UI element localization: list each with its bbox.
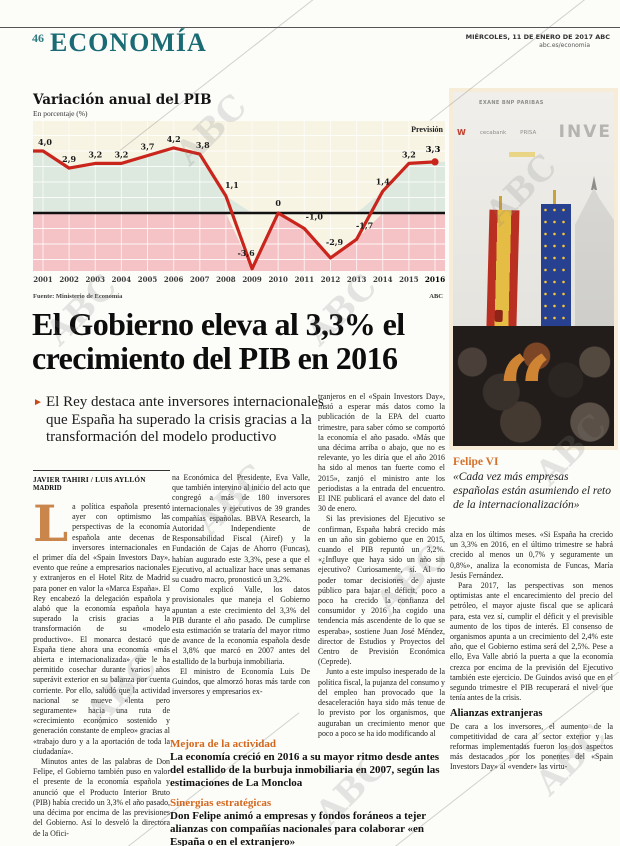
byline-city: MADRID xyxy=(33,485,62,492)
event-photo: EXANE BNP PARIBAS INVE W cecabank PRISA … xyxy=(453,92,614,446)
negative-area xyxy=(33,213,445,271)
value-label: 1,4 xyxy=(376,176,390,186)
paragraph: tranjeros en el «Spain Investors Day», i… xyxy=(318,392,445,514)
quote-attribution: Felipe VI xyxy=(453,456,499,468)
chart-plot-area: 4,0 2,9 3,2 3,2 3,7 4,2 3,8 1,1 -3,6 0 -1,0 -2,9 -1,… xyxy=(31,121,445,271)
value-label: 3,7 xyxy=(141,142,155,152)
paragraph: alza en los últimos meses. «Si España ha… xyxy=(450,530,613,580)
value-label: 2,9 xyxy=(62,154,76,164)
year-label: 2005 xyxy=(137,275,158,284)
year-label: 2009 xyxy=(242,275,262,284)
body-column-2: na Económica del Presidente, Eva Valle, … xyxy=(172,473,310,697)
backdrop-text-investors: INVE xyxy=(558,122,612,142)
paragraph: El ministro de Economía Luis De Guindos,… xyxy=(172,666,310,697)
paragraph: Si las previsiones del Ejecutivo se conf… xyxy=(318,514,445,667)
sponsor-logo-w: W xyxy=(457,128,466,137)
year-label: 2001 xyxy=(33,275,53,284)
paragraph: De cara a los inversores, el aumento de … xyxy=(450,721,613,772)
value-label: 1,1 xyxy=(225,180,239,190)
paragraph: Minutos antes de las palabras de Don Fel… xyxy=(33,757,170,838)
chart-x-axis: 2001 2002 2003 2004 2005 2006 2007 2008 2009 2010… xyxy=(33,275,445,285)
quote-text: «Cada vez más empresas españolas están a… xyxy=(453,471,612,512)
header-rule xyxy=(0,27,620,28)
pib-line-chart: 4,0 2,9 3,2 3,2 3,7 4,2 3,8 1,1 -3,6 0 -1,0 -2,9 -1,… xyxy=(31,121,445,271)
dateline: MIÉRCOLES, 11 DE ENERO DE 2017 ABC xyxy=(465,33,610,41)
value-label: -2,9 xyxy=(326,237,344,247)
value-label: 3,3 xyxy=(426,145,441,155)
value-label: -3,6 xyxy=(237,248,255,258)
photo-frame: EXANE BNP PARIBAS INVE W cecabank PRISA … xyxy=(449,88,618,450)
series-end-dot xyxy=(431,158,439,166)
prevision-label: Previsión xyxy=(411,125,443,134)
page-number: 46 xyxy=(32,31,44,45)
year-label: 2016 xyxy=(424,275,446,284)
highlight-box: Mejora de la actividad La economía creci… xyxy=(170,738,448,846)
value-label: 3,2 xyxy=(88,149,102,159)
value-label: -1,0 xyxy=(306,212,324,222)
body-column-4: alza en los últimos meses. «Si España ha… xyxy=(450,530,613,773)
value-label: 3,2 xyxy=(402,149,416,159)
sponsor-logo-cecabank: cecabank xyxy=(479,129,507,136)
value-label: 3,8 xyxy=(196,140,210,150)
highlight-title-1: Mejora de la actividad xyxy=(170,738,277,750)
value-label: 0 xyxy=(275,198,281,208)
paragraph: na Económica del Presidente, Eva Valle, … xyxy=(172,473,310,585)
sponsor-logo-exane: EXANE BNP PARIBAS xyxy=(479,100,544,106)
year-label: 2008 xyxy=(216,275,236,284)
audience-silhouettes xyxy=(453,326,614,446)
pull-quote: Felipe VI «Cada vez más empresas español… xyxy=(453,456,613,512)
section-title: ECONOMÍA xyxy=(50,28,207,57)
positive-area xyxy=(33,147,445,213)
year-label: 2010 xyxy=(268,275,288,284)
headline: El Gobierno eleva al 3,3% el crecimiento… xyxy=(32,306,405,376)
column-subhead: Alianzas extranjeras xyxy=(450,708,543,720)
paragraph: Para 2017, las perspectivas son menos op… xyxy=(450,581,613,703)
flagpole-finial xyxy=(591,176,597,190)
highlight-text-2: Don Felipe animó a empresas y fondos for… xyxy=(170,809,426,846)
backdrop-logo-bar xyxy=(509,152,535,157)
highlight-title-2: Sinergias estratégicas xyxy=(170,796,272,809)
paragraph: Junto a este impulso inesperado de la po… xyxy=(318,667,445,738)
standfirst-text: El Rey destaca ante inversores internaci… xyxy=(46,394,324,446)
standfirst: ► El Rey destaca ante inversores interna… xyxy=(33,394,328,447)
value-label: 4,2 xyxy=(167,134,181,144)
bullet-icon: ► xyxy=(33,397,43,408)
chart-source: Fuente: Ministerio de Economía xyxy=(33,293,123,300)
year-label: 2015 xyxy=(399,275,419,284)
value-label: 4,0 xyxy=(38,137,52,147)
year-label: 2003 xyxy=(85,275,105,284)
sponsor-logo-prisa: PRISA xyxy=(520,129,537,136)
year-label: 2007 xyxy=(190,275,210,284)
byline-authors: JAVIER TAHIRI / LUIS AYLLÓN xyxy=(33,476,146,484)
flagpole-eu xyxy=(553,190,556,204)
chart-subtitle: En porcentaje (%) xyxy=(33,109,88,118)
pib-chart: Variación anual del PIB En porcentaje (%… xyxy=(31,92,445,307)
body-column-3: tranjeros en el «Spain Investors Day», i… xyxy=(318,392,445,739)
pib-series-line xyxy=(31,146,437,271)
flagpole-spain xyxy=(499,196,502,210)
site-url: abc.es/economia xyxy=(539,42,590,49)
year-label: 2002 xyxy=(59,275,79,284)
year-label: 2011 xyxy=(294,275,315,284)
chart-title: Variación anual del PIB xyxy=(33,92,212,108)
highlight-text-1: La economía creció en 2016 a su mayor ri… xyxy=(170,751,440,790)
year-label: 2013 xyxy=(346,275,367,284)
paragraph: Como explicó Valle, los datos provisiona… xyxy=(172,585,310,666)
value-label: -1,7 xyxy=(356,220,373,230)
year-label: 2012 xyxy=(320,275,341,284)
year-label: 2006 xyxy=(163,275,184,284)
quote-mark-icon: “ xyxy=(497,335,553,446)
sponsor-logo-row: W cecabank PRISA xyxy=(457,128,607,137)
year-label: 2014 xyxy=(372,275,393,284)
year-label: 2004 xyxy=(111,275,132,284)
chart-credit: ABC xyxy=(429,293,443,300)
value-label: 3,2 xyxy=(114,149,128,159)
drop-cap: L xyxy=(33,494,69,553)
byline-block: JAVIER TAHIRI / LUIS AYLLÓN MADRID xyxy=(33,470,170,492)
